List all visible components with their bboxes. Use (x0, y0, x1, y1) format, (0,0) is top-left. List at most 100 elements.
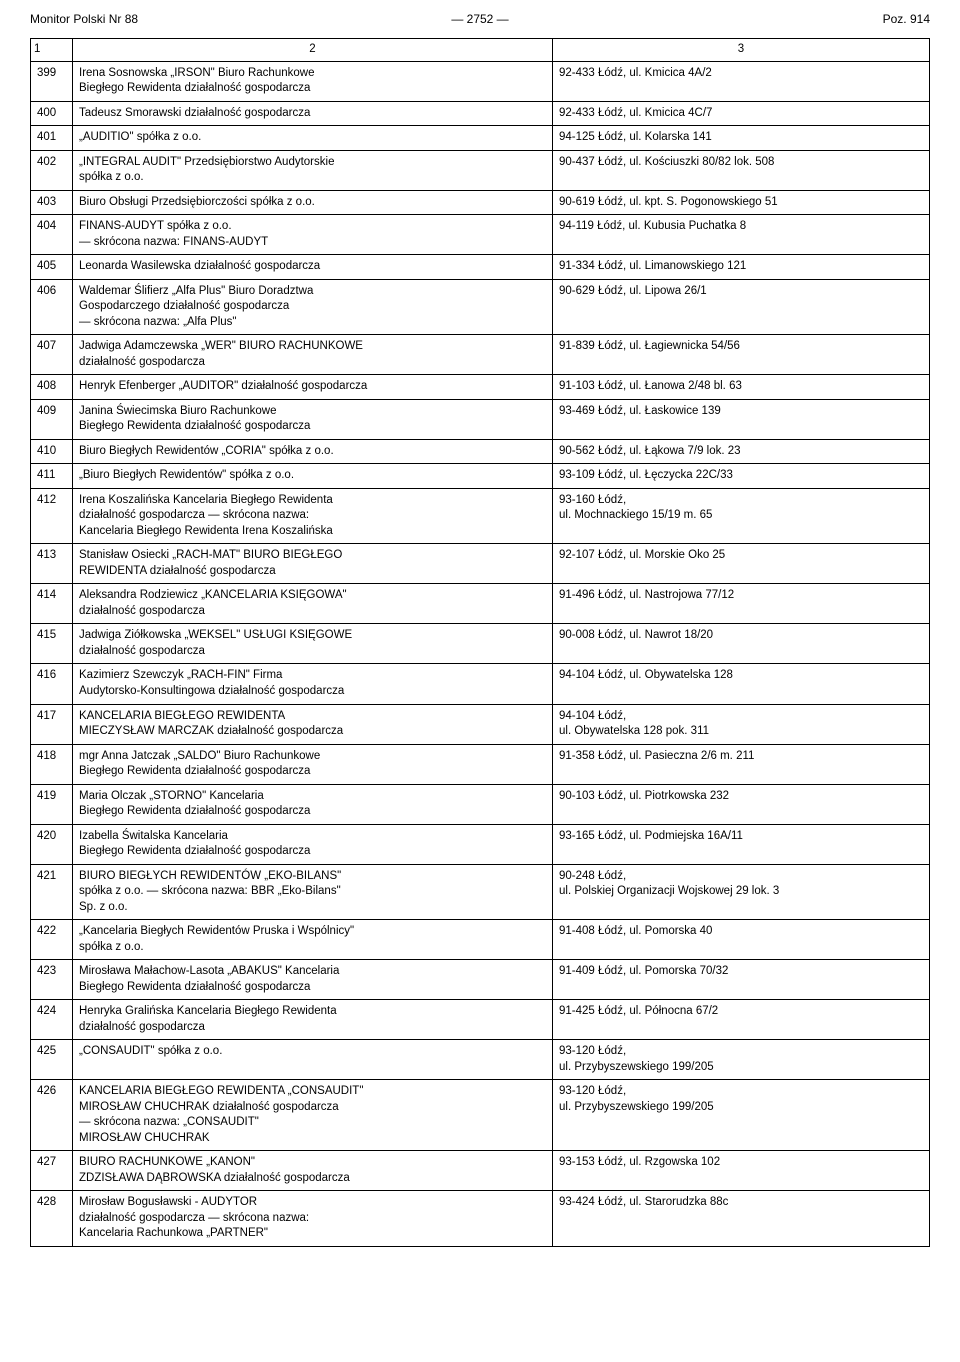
row-number: 410 (31, 439, 73, 464)
table-row: 416Kazimierz Szewczyk „RACH-FIN" Firma A… (31, 664, 930, 704)
table-row: 404FINANS-AUDYT spółka z o.o. — skrócona… (31, 215, 930, 255)
row-number: 405 (31, 255, 73, 280)
page-header: Monitor Polski Nr 88 — 2752 — Poz. 914 (30, 12, 930, 26)
row-number: 422 (31, 920, 73, 960)
row-name: mgr Anna Jatczak „SALDO" Biuro Rachunkow… (73, 744, 553, 784)
row-number: 416 (31, 664, 73, 704)
row-address: 91-408 Łódź, ul. Pomorska 40 (553, 920, 930, 960)
row-number: 414 (31, 584, 73, 624)
registry-table: 1 2 3 399Irena Sosnowska „IRSON" Biuro R… (30, 38, 930, 1247)
table-row: 408Henryk Efenberger „AUDITOR" działalno… (31, 375, 930, 400)
table-row: 420Izabella Świtalska Kancelaria Biegłeg… (31, 824, 930, 864)
row-name: Maria Olczak „STORNO" Kancelaria Biegłeg… (73, 784, 553, 824)
row-address: 90-619 Łódź, ul. kpt. S. Pogonowskiego 5… (553, 190, 930, 215)
row-number: 427 (31, 1151, 73, 1191)
row-number: 403 (31, 190, 73, 215)
row-number: 413 (31, 544, 73, 584)
row-name: Biuro Biegłych Rewidentów „CORIA" spółka… (73, 439, 553, 464)
row-address: 90-562 Łódź, ul. Łąkowa 7/9 lok. 23 (553, 439, 930, 464)
table-row: 423Mirosława Małachow-Lasota „ABAKUS" Ka… (31, 960, 930, 1000)
row-name: Izabella Świtalska Kancelaria Biegłego R… (73, 824, 553, 864)
row-number: 426 (31, 1080, 73, 1151)
row-address: 90-008 Łódź, ul. Nawrot 18/20 (553, 624, 930, 664)
table-row: 428Mirosław Bogusławski - AUDYTOR działa… (31, 1191, 930, 1247)
row-number: 399 (31, 61, 73, 101)
row-number: 400 (31, 101, 73, 126)
row-address: 91-839 Łódź, ul. Łagiewnicka 54/56 (553, 335, 930, 375)
row-number: 404 (31, 215, 73, 255)
row-name: Leonarda Wasilewska działalność gospodar… (73, 255, 553, 280)
table-row: 427BIURO RACHUNKOWE „KANON" ZDZISŁAWA DĄ… (31, 1151, 930, 1191)
table-row: 415Jadwiga Ziółkowska „WEKSEL" USŁUGI KS… (31, 624, 930, 664)
row-name: KANCELARIA BIEGŁEGO REWIDENTA „CONSAUDIT… (73, 1080, 553, 1151)
row-address: 93-120 Łódź, ul. Przybyszewskiego 199/20… (553, 1040, 930, 1080)
row-name: „Kancelaria Biegłych Rewidentów Pruska i… (73, 920, 553, 960)
table-row: 417KANCELARIA BIEGŁEGO REWIDENTA MIECZYS… (31, 704, 930, 744)
row-number: 411 (31, 464, 73, 489)
col-header-3: 3 (553, 39, 930, 62)
table-row: 399Irena Sosnowska „IRSON" Biuro Rachunk… (31, 61, 930, 101)
row-number: 421 (31, 864, 73, 920)
row-number: 428 (31, 1191, 73, 1247)
col-header-1: 1 (31, 39, 73, 62)
table-row: 425„CONSAUDIT" spółka z o.o.93-120 Łódź,… (31, 1040, 930, 1080)
row-address: 91-425 Łódź, ul. Północna 67/2 (553, 1000, 930, 1040)
row-address: 90-629 Łódź, ul. Lipowa 26/1 (553, 279, 930, 335)
table-row: 403Biuro Obsługi Przedsiębiorczości spół… (31, 190, 930, 215)
header-center: — 2752 — (330, 12, 630, 26)
row-address: 93-160 Łódź, ul. Mochnackiego 15/19 m. 6… (553, 488, 930, 544)
table-header-row: 1 2 3 (31, 39, 930, 62)
row-name: Jadwiga Ziółkowska „WEKSEL" USŁUGI KSIĘG… (73, 624, 553, 664)
row-number: 412 (31, 488, 73, 544)
table-row: 400Tadeusz Smorawski działalność gospoda… (31, 101, 930, 126)
row-name: Henryka Gralińska Kancelaria Biegłego Re… (73, 1000, 553, 1040)
row-number: 418 (31, 744, 73, 784)
row-name: Kazimierz Szewczyk „RACH-FIN" Firma Audy… (73, 664, 553, 704)
table-row: 406Waldemar Ślifierz „Alfa Plus" Biuro D… (31, 279, 930, 335)
table-row: 422„Kancelaria Biegłych Rewidentów Prusk… (31, 920, 930, 960)
row-address: 92-107 Łódź, ul. Morskie Oko 25 (553, 544, 930, 584)
row-number: 408 (31, 375, 73, 400)
row-name: BIURO RACHUNKOWE „KANON" ZDZISŁAWA DĄBRO… (73, 1151, 553, 1191)
row-address: 93-109 Łódź, ul. Łęczycka 22C/33 (553, 464, 930, 489)
row-address: 93-469 Łódź, ul. Łaskowice 139 (553, 399, 930, 439)
row-address: 93-165 Łódź, ul. Podmiejska 16A/11 (553, 824, 930, 864)
row-address: 92-433 Łódź, ul. Kmicica 4A/2 (553, 61, 930, 101)
row-number: 420 (31, 824, 73, 864)
row-address: 91-496 Łódź, ul. Nastrojowa 77/12 (553, 584, 930, 624)
table-body: 399Irena Sosnowska „IRSON" Biuro Rachunk… (31, 61, 930, 1246)
row-number: 406 (31, 279, 73, 335)
row-number: 409 (31, 399, 73, 439)
row-name: Irena Koszalińska Kancelaria Biegłego Re… (73, 488, 553, 544)
table-row: 426KANCELARIA BIEGŁEGO REWIDENTA „CONSAU… (31, 1080, 930, 1151)
row-number: 415 (31, 624, 73, 664)
row-address: 90-103 Łódź, ul. Piotrkowska 232 (553, 784, 930, 824)
table-row: 407Jadwiga Adamczewska „WER" BIURO RACHU… (31, 335, 930, 375)
row-address: 93-153 Łódź, ul. Rzgowska 102 (553, 1151, 930, 1191)
row-name: FINANS-AUDYT spółka z o.o. — skrócona na… (73, 215, 553, 255)
row-name: „Biuro Biegłych Rewidentów" spółka z o.o… (73, 464, 553, 489)
row-name: Irena Sosnowska „IRSON" Biuro Rachunkowe… (73, 61, 553, 101)
row-name: Tadeusz Smorawski działalność gospodarcz… (73, 101, 553, 126)
row-name: Jadwiga Adamczewska „WER" BIURO RACHUNKO… (73, 335, 553, 375)
row-name: „CONSAUDIT" spółka z o.o. (73, 1040, 553, 1080)
row-name: Janina Świecimska Biuro Rachunkowe Biegł… (73, 399, 553, 439)
row-address: 90-437 Łódź, ul. Kościuszki 80/82 lok. 5… (553, 150, 930, 190)
row-number: 417 (31, 704, 73, 744)
row-name: „AUDITIO" spółka z o.o. (73, 126, 553, 151)
row-name: BIURO BIEGŁYCH REWIDENTÓW „EKO-BILANS" s… (73, 864, 553, 920)
row-number: 407 (31, 335, 73, 375)
row-name: Mirosław Bogusławski - AUDYTOR działalno… (73, 1191, 553, 1247)
row-address: 90-248 Łódź, ul. Polskiej Organizacji Wo… (553, 864, 930, 920)
row-name: Aleksandra Rodziewicz „KANCELARIA KSIĘGO… (73, 584, 553, 624)
row-name: „INTEGRAL AUDIT" Przedsiębiorstwo Audyto… (73, 150, 553, 190)
row-address: 94-104 Łódź, ul. Obywatelska 128 pok. 31… (553, 704, 930, 744)
row-address: 94-104 Łódź, ul. Obywatelska 128 (553, 664, 930, 704)
row-address: 91-409 Łódź, ul. Pomorska 70/32 (553, 960, 930, 1000)
row-number: 401 (31, 126, 73, 151)
row-address: 94-119 Łódź, ul. Kubusia Puchatka 8 (553, 215, 930, 255)
header-right: Poz. 914 (630, 12, 930, 26)
table-row: 409Janina Świecimska Biuro Rachunkowe Bi… (31, 399, 930, 439)
table-row: 413Stanisław Osiecki „RACH-MAT" BIURO BI… (31, 544, 930, 584)
table-row: 401„AUDITIO" spółka z o.o.94-125 Łódź, u… (31, 126, 930, 151)
